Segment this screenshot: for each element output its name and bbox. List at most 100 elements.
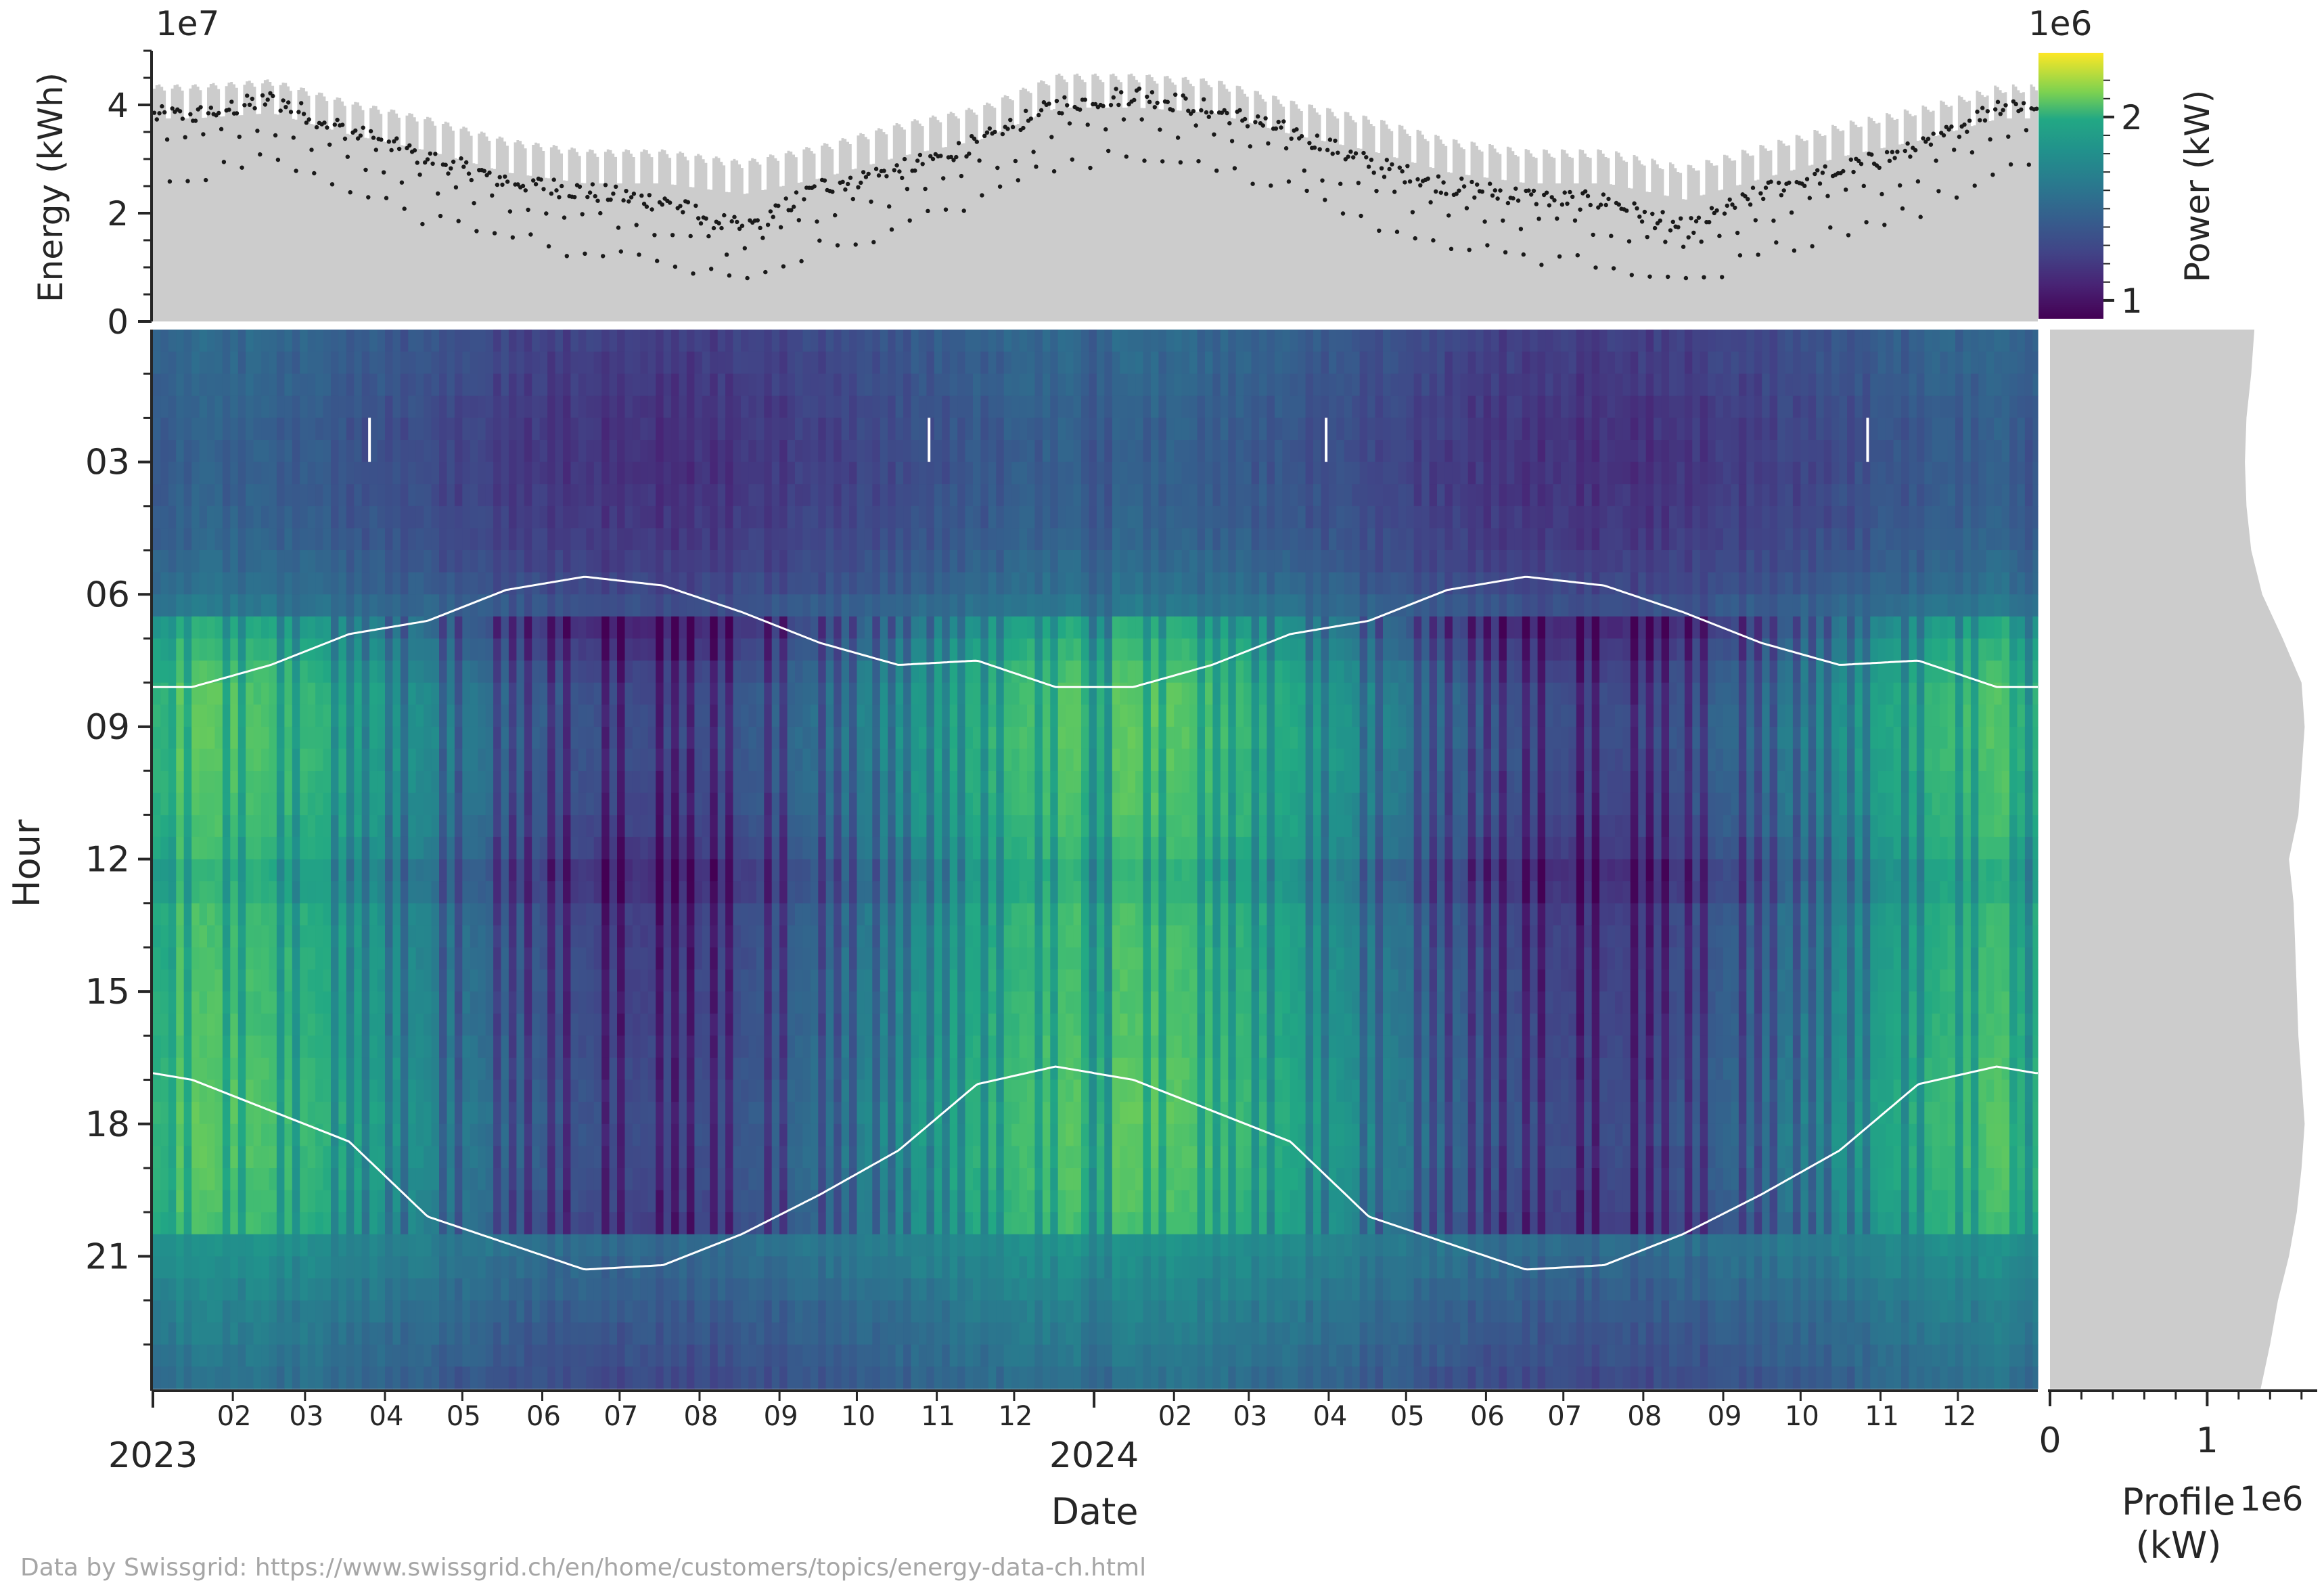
energy-dot	[1485, 243, 1490, 248]
energy-dot	[1918, 215, 1923, 219]
heatmap-cell	[462, 1300, 471, 1323]
energy-dot	[335, 117, 340, 122]
heatmap-cell	[323, 815, 332, 838]
heatmap-cell	[632, 881, 641, 904]
heatmap-cell	[710, 374, 719, 397]
heatmap-cell	[338, 903, 347, 926]
heatmap-cell	[656, 1035, 664, 1058]
heatmap-cell	[593, 815, 602, 838]
heatmap-cell	[400, 1102, 409, 1125]
heatmap-cell	[741, 351, 749, 374]
heatmap-cell	[470, 1013, 478, 1036]
heatmap-cell	[400, 1322, 409, 1345]
energy-dot	[943, 207, 949, 212]
energy-dot	[822, 178, 827, 183]
heatmap-cell	[230, 903, 239, 926]
heatmap-cell	[377, 925, 386, 948]
heatmap-cell	[694, 594, 703, 617]
heatmap-cell	[810, 1278, 819, 1301]
heatmap-cell	[207, 881, 215, 904]
energy-dot	[1779, 193, 1784, 198]
heatmap-cell	[578, 903, 587, 926]
heatmap-cell	[539, 1079, 548, 1102]
heatmap-cell	[207, 1344, 215, 1367]
heatmap-cell	[756, 638, 765, 661]
heatmap-cell	[694, 682, 703, 705]
heatmap-cell	[214, 550, 223, 573]
heatmap-cell	[346, 771, 355, 794]
heatmap-cell	[717, 1278, 726, 1301]
heatmap-cell	[400, 550, 409, 573]
energy-dot	[1475, 182, 1480, 187]
heatmap-cell	[168, 1344, 177, 1367]
heatmap-cell	[199, 815, 208, 838]
heatmap-cell	[679, 1102, 687, 1125]
heatmap-cell	[261, 462, 270, 485]
heatmap-cell	[392, 969, 401, 992]
heatmap-cell	[439, 726, 447, 750]
heatmap-cell	[563, 925, 571, 948]
heatmap-cell	[725, 395, 734, 418]
energy-dot	[291, 135, 296, 140]
heatmap-cell	[276, 771, 285, 794]
heatmap-cell	[361, 506, 370, 529]
heatmap-cell	[392, 1278, 401, 1301]
heatmap-cell	[802, 374, 811, 397]
heatmap-cell	[346, 704, 355, 728]
heatmap-cell	[493, 1079, 502, 1102]
energy-dot	[915, 158, 920, 163]
heatmap-cell	[462, 1102, 471, 1125]
heatmap-cell	[392, 792, 401, 815]
energy-dot	[709, 267, 714, 271]
heatmap-cell	[593, 1190, 602, 1213]
heatmap-cell	[447, 1079, 455, 1102]
energy-dot	[1616, 202, 1621, 207]
heatmap-cell	[656, 616, 664, 640]
energy-dot	[245, 93, 250, 98]
heatmap-cell	[539, 815, 548, 838]
heatmap-cell	[346, 726, 355, 750]
heatmap-cell	[377, 418, 386, 441]
heatmap-cell	[609, 1035, 618, 1058]
heatmap-cell	[663, 616, 672, 640]
heatmap-cell	[624, 836, 633, 860]
heatmap-cell	[478, 726, 486, 750]
heatmap-cell	[199, 1102, 208, 1125]
heatmap-cell	[338, 506, 347, 529]
heatmap-cell	[810, 638, 819, 661]
heatmap-cell	[369, 1278, 378, 1301]
heatmap-cell	[424, 991, 432, 1014]
heatmap-cell	[230, 506, 239, 529]
heatmap-cell	[601, 1234, 610, 1257]
heatmap-cell	[439, 1322, 447, 1345]
heatmap-cell	[424, 836, 432, 860]
heatmap-cell	[315, 418, 324, 441]
heatmap-cell	[454, 991, 463, 1014]
heatmap-cell	[292, 748, 300, 771]
heatmap-cell	[686, 572, 695, 595]
heatmap-cell	[516, 881, 525, 904]
heatmap-cell	[478, 859, 486, 882]
heatmap-cell	[586, 418, 595, 441]
heatmap-cell	[656, 1366, 664, 1389]
heatmap-cell	[230, 1123, 239, 1146]
heatmap-cell	[261, 1278, 270, 1301]
heatmap-cell	[818, 726, 827, 750]
heatmap-cell	[555, 1344, 564, 1367]
energy-dot	[1382, 175, 1387, 179]
heatmap-cell	[787, 1278, 796, 1301]
heatmap-cell	[532, 1146, 541, 1169]
heatmap-cell	[764, 395, 773, 418]
heatmap-cell	[578, 1102, 587, 1125]
heatmap-cell	[300, 1057, 309, 1081]
heatmap-cell	[222, 1057, 231, 1081]
heatmap-cell	[524, 351, 532, 374]
heatmap-cell	[222, 440, 231, 463]
heatmap-cell	[361, 771, 370, 794]
heatmap-cell	[825, 1057, 834, 1081]
heatmap-cell	[624, 638, 633, 661]
energy-dot	[1658, 218, 1662, 223]
heatmap-cell	[424, 1123, 432, 1146]
heatmap-cell	[183, 1322, 192, 1345]
heatmap-cell	[563, 1344, 571, 1367]
